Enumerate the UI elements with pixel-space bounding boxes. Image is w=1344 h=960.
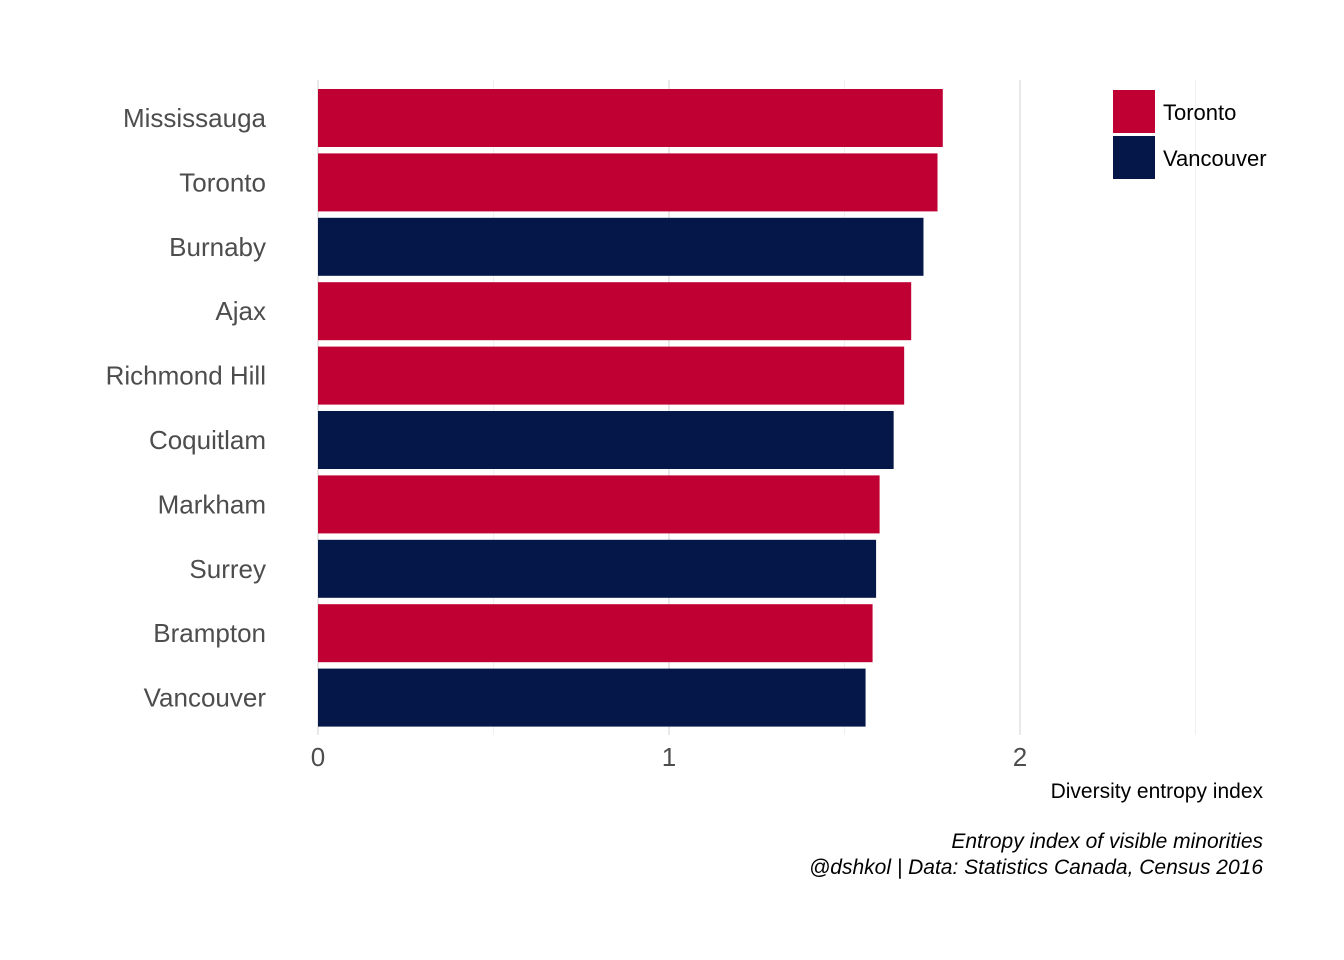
caption-line-1: Entropy index of visible minorities — [951, 830, 1263, 853]
bar-coquitlam — [318, 411, 894, 469]
category-label: Ajax — [215, 296, 266, 326]
bar-toronto — [318, 153, 938, 212]
x-axis-ticks: 0 1 2 — [311, 742, 1027, 772]
category-label: Mississauga — [123, 103, 267, 133]
category-label: Vancouver — [144, 683, 267, 713]
legend-label-toronto: Toronto — [1163, 100, 1236, 125]
category-label: Richmond Hill — [106, 361, 266, 391]
bar-vancouver — [318, 668, 866, 727]
category-labels: Mississauga Toronto Burnaby Ajax Richmond Hi… — [106, 103, 267, 713]
caption-line-2: @dshkol | Data: Statistics Canada, Censu… — [809, 856, 1263, 879]
bars — [318, 89, 943, 727]
bar-burnaby — [318, 217, 924, 276]
legend-label-vancouver: Vancouver — [1163, 146, 1267, 171]
category-label: Brampton — [153, 618, 266, 648]
category-label: Burnaby — [169, 232, 266, 262]
bar-brampton — [318, 604, 873, 663]
bar-surrey — [318, 539, 877, 598]
category-label: Markham — [158, 489, 266, 519]
category-label: Surrey — [189, 554, 266, 584]
x-tick-label: 2 — [1013, 742, 1027, 772]
bar-richmond-hill — [318, 346, 905, 405]
bar-mississauga — [318, 89, 943, 147]
category-label: Toronto — [179, 167, 266, 197]
bar-ajax — [318, 282, 912, 341]
legend: Toronto Vancouver — [1113, 90, 1267, 179]
bar-markham — [318, 475, 880, 534]
legend-swatch-toronto — [1113, 90, 1155, 133]
x-tick-label: 0 — [311, 742, 325, 772]
legend-swatch-vancouver — [1113, 136, 1155, 179]
x-tick-label: 1 — [662, 742, 676, 772]
x-axis-title: Diversity entropy index — [1051, 780, 1264, 803]
category-label: Coquitlam — [149, 425, 266, 455]
